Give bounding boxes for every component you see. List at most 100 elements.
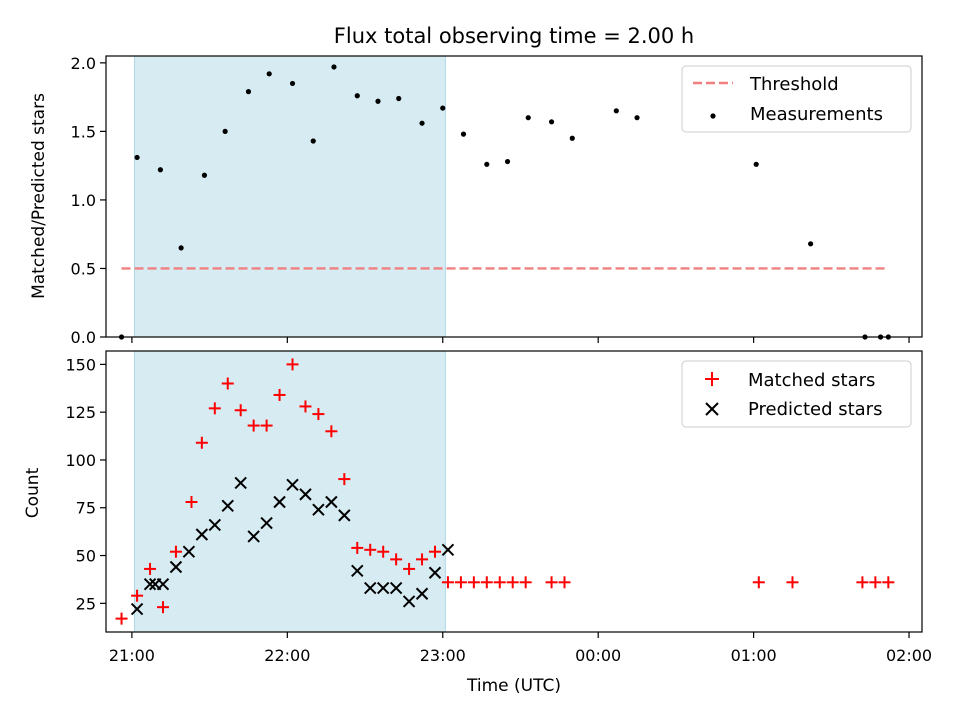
- y-tick-label: 1.5: [71, 122, 96, 141]
- matched-star-point: [144, 562, 157, 575]
- predicted-star-point: [182, 545, 196, 558]
- matched-star-point: [377, 545, 390, 558]
- y-tick-label: 0.0: [71, 328, 96, 347]
- matched-star-point: [131, 589, 144, 602]
- ratio-y-ticks: 0.0 0.5 1.0 1.5 2.0: [71, 54, 106, 347]
- matched-star-point: [390, 553, 403, 566]
- legend-measurements-label: Measurements: [750, 104, 883, 125]
- y-tick-label: 2.0: [71, 54, 96, 73]
- measurement-point: [525, 115, 531, 121]
- x-tick-label: 23:00: [420, 646, 466, 665]
- count-y-axis-label: Count: [23, 467, 43, 518]
- y-tick-label: 100: [65, 451, 96, 470]
- measurement-point: [613, 108, 619, 114]
- y-tick-label: 150: [65, 355, 96, 374]
- measurement-point: [634, 115, 640, 121]
- measurement-point: [375, 98, 381, 104]
- matched-star-point: [519, 576, 532, 589]
- measurement-point: [419, 120, 425, 126]
- predicted-star-point: [402, 595, 416, 608]
- predicted-star-point: [428, 566, 442, 579]
- measurement-point: [440, 105, 446, 111]
- measurement-point: [753, 161, 759, 167]
- measurement-point: [222, 128, 228, 134]
- count-marks: [115, 358, 895, 625]
- measurement-point: [808, 241, 814, 247]
- count-legend-box: [681, 360, 912, 428]
- predicted-star-point: [351, 564, 364, 578]
- matched-star-point: [312, 408, 325, 421]
- matched-star-point: [480, 576, 493, 589]
- predicted-star-point: [338, 509, 351, 522]
- measurement-point: [460, 131, 467, 137]
- x-tick-label: 02:00: [886, 646, 932, 665]
- count-legend: Matched stars Predicted stars: [681, 360, 912, 428]
- matched-star-point: [221, 377, 234, 390]
- measurement-point: [245, 89, 252, 95]
- matched-star-point: [869, 576, 882, 589]
- matched-star-point: [115, 612, 128, 625]
- predicted-star-point: [130, 602, 144, 616]
- predicted-star-point: [195, 528, 209, 541]
- observing-window-shade-top: [133, 55, 446, 338]
- measurement-point: [484, 161, 490, 167]
- matched-star-point: [856, 576, 869, 589]
- predicted-star-point: [260, 516, 273, 530]
- measurement-point: [569, 135, 575, 141]
- legend-predicted-label: Predicted stars: [748, 399, 882, 420]
- matched-star-point: [882, 576, 895, 589]
- measurement-point: [289, 80, 296, 87]
- matched-star-point: [169, 545, 182, 558]
- measurement-point: [548, 119, 555, 125]
- y-tick-label: 125: [65, 403, 96, 422]
- predicted-star-point: [325, 495, 338, 509]
- ratio-y-axis-label: Matched/Predicted stars: [29, 93, 49, 299]
- ratio-x-ticks: [131, 337, 910, 343]
- x-tick-label: 22:00: [264, 646, 310, 665]
- measurement-point: [331, 64, 337, 70]
- measurement-point: [134, 154, 140, 161]
- predicted-star-point: [156, 578, 170, 591]
- count-y-ticks: 25 50 75 100 125 150: [65, 355, 106, 613]
- predicted-star-point: [247, 530, 260, 543]
- matched-star-point: [273, 388, 286, 401]
- x-tick-label: 00:00: [575, 646, 621, 665]
- matched-star-point: [364, 543, 377, 556]
- predicted-star-point: [286, 478, 299, 492]
- x-tick-label: 21:00: [109, 646, 155, 665]
- matched-star-point: [545, 576, 558, 589]
- matched-star-point: [338, 473, 351, 486]
- ratio-axes-frame: [105, 55, 923, 338]
- ratio-legend: Threshold Measurements: [681, 65, 912, 133]
- matched-star-point: [786, 576, 799, 589]
- matched-star-point: [506, 576, 519, 589]
- predicted-star-point: [415, 587, 429, 600]
- chart-title: Flux total observing time = 2.00 h: [334, 24, 694, 48]
- predicted-star-point: [169, 560, 183, 574]
- predicted-star-point: [234, 476, 247, 490]
- legend-predicted-swatch: [705, 402, 719, 416]
- predicted-star-point: [376, 581, 390, 595]
- matched-star-point: [195, 436, 208, 449]
- matched-star-point: [441, 576, 454, 589]
- measurement-point: [310, 138, 316, 144]
- legend-matched-label: Matched stars: [748, 370, 875, 391]
- predicted-star-point: [208, 518, 222, 532]
- measurement-point: [354, 93, 360, 99]
- matched-star-point: [454, 576, 467, 589]
- matched-star-point: [416, 553, 429, 566]
- y-tick-label: 50: [76, 547, 96, 566]
- predicted-star-point: [312, 503, 325, 516]
- matched-star-point: [156, 601, 169, 614]
- y-tick-label: 0.5: [71, 259, 96, 278]
- matched-star-point: [467, 576, 480, 589]
- count-panel: 25 50 75 100 125 150 21:00 22:00 23:00 00:00 01:0…: [23, 350, 932, 696]
- measurement-point: [178, 245, 184, 251]
- matched-star-point: [299, 400, 312, 413]
- matched-star-point: [403, 562, 416, 575]
- measurement-point: [157, 167, 163, 173]
- matched-star-point: [247, 419, 260, 432]
- count-x-ticks: 21:00 22:00 23:00 00:00 01:00 02:00: [109, 632, 932, 665]
- measurement-point: [201, 172, 208, 178]
